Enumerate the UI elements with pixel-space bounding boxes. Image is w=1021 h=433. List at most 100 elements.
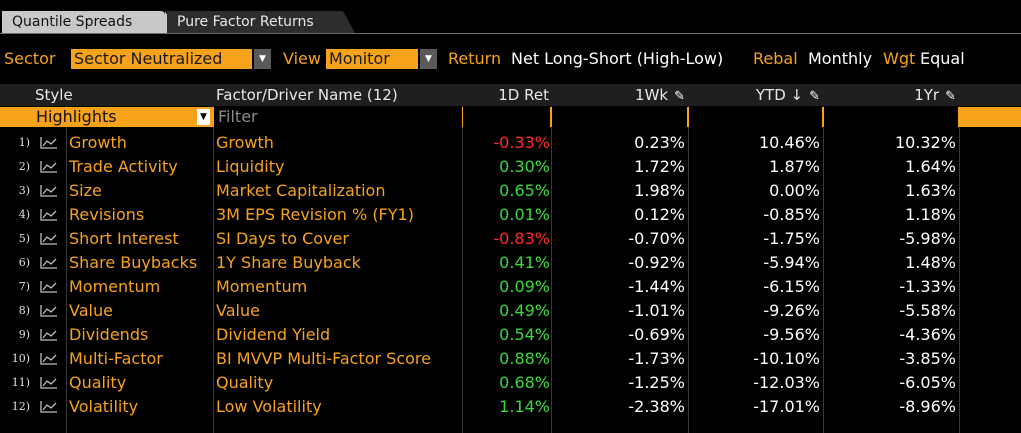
- tab-divider: [0, 33, 1021, 34]
- column-header-factor[interactable]: Factor/Driver Name (12): [216, 86, 398, 104]
- tab-pure-factor-returns[interactable]: Pure Factor Returns: [167, 11, 355, 33]
- table-row[interactable]: 12) Volatility Low Volatility 1.14% -2.38% -1…: [0, 395, 1021, 419]
- value-1yr: -5.58%: [899, 301, 956, 320]
- table-row[interactable]: 6) Share Buybacks 1Y Share Buyback 0.41% -0.…: [0, 251, 1021, 275]
- chart-icon[interactable]: [40, 352, 58, 365]
- value-1d-ret: 0.09%: [499, 277, 550, 296]
- table-row[interactable]: 3) Size Market Capitalization 0.65% 1.98% 0.0…: [0, 179, 1021, 203]
- pencil-icon[interactable]: ✎: [945, 89, 956, 104]
- pencil-icon[interactable]: ✎: [674, 89, 685, 104]
- style-name[interactable]: Quality: [69, 373, 127, 392]
- filter-cell[interactable]: [824, 107, 958, 127]
- factor-name[interactable]: Value: [216, 301, 260, 320]
- table-row[interactable]: 7) Momentum Momentum 0.09% -1.44% -6.15% -1.33…: [0, 275, 1021, 299]
- value-1yr: -6.05%: [899, 373, 956, 392]
- style-name[interactable]: Trade Activity: [69, 157, 178, 176]
- value-ytd: 0.00%: [769, 181, 820, 200]
- chart-icon[interactable]: [40, 136, 58, 149]
- value-1wk: 1.72%: [634, 157, 685, 176]
- chart-icon[interactable]: [40, 280, 58, 293]
- factor-name[interactable]: Growth: [216, 133, 274, 152]
- column-header-ytd-label: YTD ↓: [755, 86, 804, 104]
- filter-input[interactable]: Filter: [214, 107, 462, 127]
- row-number: 9): [18, 328, 30, 341]
- chart-icon[interactable]: [40, 184, 58, 197]
- style-name[interactable]: Momentum: [69, 277, 161, 296]
- style-name[interactable]: Value: [69, 301, 113, 320]
- table-row[interactable]: 10) Multi-Factor BI MVVP Multi-Factor Scor…: [0, 347, 1021, 371]
- value-1d-ret: 0.30%: [499, 157, 550, 176]
- chevron-down-icon[interactable]: ▼: [197, 109, 210, 125]
- column-divider: [551, 84, 552, 433]
- pencil-icon[interactable]: ✎: [809, 89, 820, 104]
- column-header-1wk[interactable]: 1Wk ✎: [552, 84, 685, 106]
- value-1wk: -1.25%: [628, 373, 685, 392]
- factor-name[interactable]: 3M EPS Revision % (FY1): [216, 205, 414, 224]
- table-row[interactable]: 11) Quality Quality 0.68% -1.25% -12.03% -6.05…: [0, 371, 1021, 395]
- column-header-1yr[interactable]: 1Yr ✎: [824, 84, 956, 106]
- table-row[interactable]: 4) Revisions 3M EPS Revision % (FY1) 0.01% 0…: [0, 203, 1021, 227]
- value-ytd: -5.94%: [763, 253, 820, 272]
- value-1wk: -0.70%: [628, 229, 685, 248]
- chart-icon[interactable]: [40, 256, 58, 269]
- column-header-style[interactable]: Style: [35, 86, 73, 104]
- filter-cell[interactable]: [552, 107, 687, 127]
- value-ytd: -9.26%: [763, 301, 820, 320]
- view-dropdown[interactable]: Monitor: [326, 49, 418, 69]
- chevron-down-icon[interactable]: ▼: [252, 49, 271, 69]
- table-row[interactable]: 1) Growth Growth -0.33% 0.23% 10.46% 10.32%: [0, 131, 1021, 155]
- row-number: 1): [18, 136, 30, 149]
- style-name[interactable]: Volatility: [69, 397, 139, 416]
- factor-name[interactable]: Momentum: [216, 277, 308, 296]
- chart-icon[interactable]: [40, 376, 58, 389]
- highlights-dropdown[interactable]: Highlights: [33, 107, 213, 127]
- value-1yr: -1.33%: [899, 277, 956, 296]
- column-header-1d-ret[interactable]: 1D Ret: [498, 86, 549, 104]
- factor-name[interactable]: BI MVVP Multi-Factor Score: [216, 349, 431, 368]
- value-1wk: -0.69%: [628, 325, 685, 344]
- style-name[interactable]: Dividends: [69, 325, 149, 344]
- chart-icon[interactable]: [40, 208, 58, 221]
- value-1yr: -4.36%: [899, 325, 956, 344]
- value-1wk: -0.92%: [628, 253, 685, 272]
- style-name[interactable]: Multi-Factor: [69, 349, 163, 368]
- factor-name[interactable]: Market Capitalization: [216, 181, 386, 200]
- row-number: 4): [18, 208, 30, 221]
- chart-icon[interactable]: [40, 328, 58, 341]
- filter-cell[interactable]: [463, 107, 550, 127]
- chart-icon[interactable]: [40, 400, 58, 413]
- column-header-ytd[interactable]: YTD ↓ ✎: [689, 84, 820, 106]
- wgt-label: Wgt: [883, 49, 916, 68]
- factor-name[interactable]: Liquidity: [216, 157, 285, 176]
- value-1yr: 1.18%: [905, 205, 956, 224]
- chevron-down-icon[interactable]: ▼: [418, 49, 437, 69]
- chart-icon[interactable]: [40, 160, 58, 173]
- column-divider: [462, 84, 463, 433]
- column-divider: [959, 84, 960, 433]
- sector-label: Sector: [4, 49, 56, 68]
- rebal-value[interactable]: Monthly: [808, 49, 873, 68]
- style-name[interactable]: Size: [69, 181, 102, 200]
- table-row[interactable]: 2) Trade Activity Liquidity 0.30% 1.72% 1.87%…: [0, 155, 1021, 179]
- style-name[interactable]: Growth: [69, 133, 127, 152]
- sector-dropdown[interactable]: Sector Neutralized: [71, 49, 252, 69]
- style-name[interactable]: Short Interest: [69, 229, 179, 248]
- table-row[interactable]: 9) Dividends Dividend Yield 0.54% -0.69% -9.5…: [0, 323, 1021, 347]
- factor-name[interactable]: 1Y Share Buyback: [216, 253, 361, 272]
- style-name[interactable]: Revisions: [69, 205, 145, 224]
- factor-name[interactable]: SI Days to Cover: [216, 229, 349, 248]
- wgt-value[interactable]: Equal: [920, 49, 965, 68]
- chart-icon[interactable]: [40, 232, 58, 245]
- factor-name[interactable]: Low Volatility: [216, 397, 322, 416]
- value-1d-ret: 0.01%: [499, 205, 550, 224]
- value-ytd: -17.01%: [753, 397, 820, 416]
- filter-cell[interactable]: [689, 107, 822, 127]
- tab-quantile-spreads[interactable]: Quantile Spreads: [2, 11, 177, 33]
- style-name[interactable]: Share Buybacks: [69, 253, 198, 272]
- table-row[interactable]: 8) Value Value 0.49% -1.01% -9.26% -5.58%: [0, 299, 1021, 323]
- factor-name[interactable]: Dividend Yield: [216, 325, 331, 344]
- factor-name[interactable]: Quality: [216, 373, 274, 392]
- return-value[interactable]: Net Long-Short (High-Low): [511, 49, 724, 68]
- table-row[interactable]: 5) Short Interest SI Days to Cover -0.83% -0…: [0, 227, 1021, 251]
- chart-icon[interactable]: [40, 304, 58, 317]
